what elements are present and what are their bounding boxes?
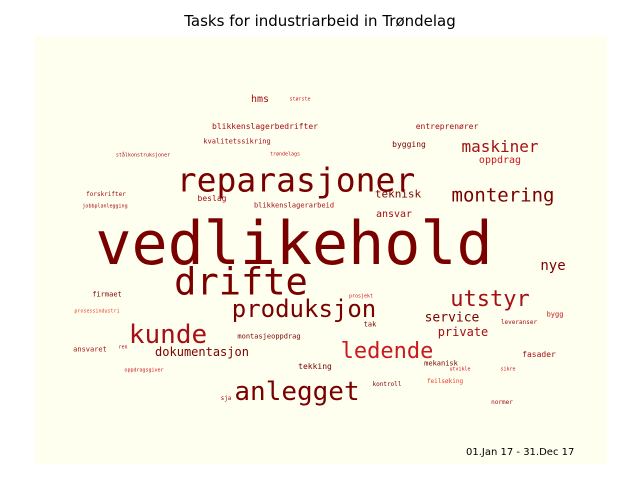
word-24: firmaet bbox=[92, 290, 122, 299]
word-8: montering bbox=[451, 184, 555, 207]
word-43: oppdragsgiver bbox=[124, 367, 164, 374]
word-4: kunde bbox=[128, 320, 208, 350]
word-23: fasader bbox=[522, 350, 556, 359]
word-16: ansvar bbox=[375, 209, 413, 220]
word-40: stålkonstruksjoner bbox=[115, 152, 171, 159]
word-34: kontroll bbox=[372, 381, 402, 388]
word-15: oppdrag bbox=[478, 155, 522, 166]
word-37: forskrifter bbox=[86, 191, 126, 198]
word-25: ansvaret bbox=[73, 345, 107, 354]
word-30: montasjeoppdrag bbox=[237, 332, 301, 341]
word-36: normer bbox=[491, 399, 513, 406]
word-28: tak bbox=[363, 320, 377, 329]
word-10: nye bbox=[540, 258, 566, 274]
word-13: private bbox=[437, 325, 489, 339]
word-33: sja bbox=[220, 395, 232, 402]
word-20: entreprenører bbox=[415, 122, 479, 131]
word-21: bygging bbox=[392, 140, 426, 149]
word-1: drifte bbox=[174, 260, 308, 304]
word-42: prosessindustri bbox=[74, 308, 120, 315]
word-6: ledende bbox=[340, 339, 434, 364]
word-2: reparasjoner bbox=[176, 160, 416, 200]
word-9: maskiner bbox=[461, 137, 539, 156]
word-44: prosjekt bbox=[348, 293, 374, 300]
word-5: produksjon bbox=[231, 295, 377, 323]
word-cloud-canvas: vedlikehold drifte reparasjoner anlegget kun… bbox=[35, 36, 607, 464]
word-38: største bbox=[289, 96, 311, 103]
word-11: service bbox=[424, 310, 480, 326]
word-47: sikre bbox=[500, 366, 516, 373]
word-26: blikkenslagerarbeid bbox=[253, 201, 335, 210]
word-27: kvalitetssikring bbox=[203, 137, 271, 146]
date-range-label: 01.Jan 17 - 31.Dec 17 bbox=[466, 447, 575, 458]
chart-title: Tasks for industriarbeid in Trøndelag bbox=[184, 12, 456, 30]
word-0: vedlikehold bbox=[95, 209, 493, 279]
word-32: leveranser bbox=[500, 319, 538, 326]
word-35: feilsøking bbox=[426, 378, 464, 385]
word-3: anlegget bbox=[234, 377, 360, 407]
word-46: utvikle bbox=[449, 366, 471, 373]
word-19: blikkenslagerbedrifter bbox=[212, 122, 318, 131]
word-18: beslag bbox=[197, 194, 227, 203]
word-39: trøndelags bbox=[269, 151, 301, 158]
word-45: ren bbox=[118, 344, 128, 351]
word-29: bygg bbox=[546, 310, 564, 319]
word-31: mekanisk bbox=[424, 359, 458, 368]
word-41: jobbplanlegging bbox=[82, 203, 128, 210]
word-12: dokumentasjon bbox=[155, 345, 249, 359]
word-17: hms bbox=[250, 94, 270, 105]
word-7: utstyr bbox=[450, 287, 530, 312]
word-22: tekking bbox=[298, 362, 332, 371]
word-14: teknisk bbox=[374, 187, 422, 201]
